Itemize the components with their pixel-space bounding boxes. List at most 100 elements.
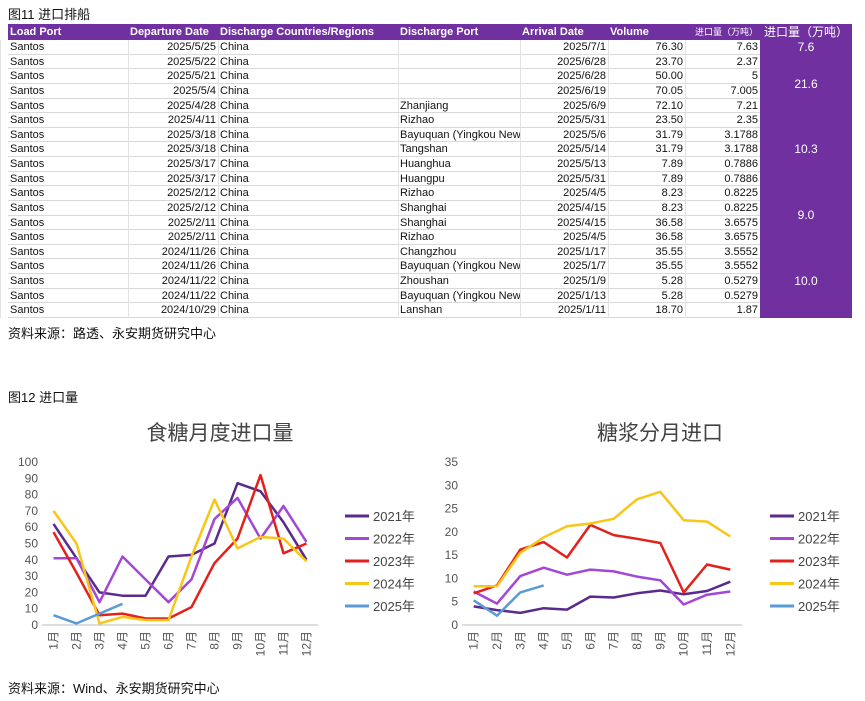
row-line [8,53,760,55]
series-line [52,498,308,625]
x-tick-label: 12月 [723,631,737,656]
col-line [128,40,129,318]
table-cell: Santos [10,245,45,258]
x-tick-label: 2月 [70,631,84,650]
table-cell: 2025/4/15 [557,216,606,229]
legend-label: 2023年 [373,554,415,569]
table-cell: China [220,55,249,68]
table-cell: Santos [10,289,45,302]
table-cell: 2.37 [736,55,758,68]
table-cell: 2025/1/7 [563,260,606,273]
table-cell: Rizhao [400,187,435,200]
col-line [685,40,686,318]
total-cell: 21.6 [794,76,818,91]
table-cell: 7.89 [661,172,683,185]
y-tick-label: 5 [451,595,458,609]
col-line [398,40,399,318]
y-tick-label: 25 [445,502,459,516]
table-cell: 2.35 [736,114,758,127]
table-cell: China [220,216,249,229]
header-cell: Arrival Date [522,26,584,38]
table-cell: Lanshan [400,304,443,317]
table-cell: 7.21 [736,99,758,112]
table-cell: 2025/5/13 [557,158,606,171]
col-line [0,40,1,318]
x-tick-label: 10月 [677,631,691,656]
table-cell: Santos [10,275,45,288]
table-cell: Santos [10,84,45,97]
series-line [52,481,308,597]
header-bg [8,24,760,40]
table-cell: Santos [10,304,45,317]
table-cell: Santos [10,158,45,171]
table-cell: 18.70 [655,304,683,317]
table-cell: Shanghai [400,216,447,229]
table-cell: 35.55 [655,260,683,273]
y-tick-label: 50 [25,537,39,551]
y-tick-label: 60 [25,520,39,534]
table-cell: 5 [751,70,758,83]
x-tick-label: 8月 [630,631,644,650]
y-tick-label: 30 [25,569,39,583]
x-tick-label: 7月 [607,631,621,650]
table-cell: Santos [10,143,45,156]
table-cell: 0.5279 [724,289,758,302]
table-cell: 2025/5/14 [557,143,606,156]
table-cell: 2025/5/31 [557,172,606,185]
x-tick-label: 1月 [47,631,61,650]
table-cell: 2025/5/22 [167,55,216,68]
table-cell: 72.10 [655,99,683,112]
header-cell: Load Port [10,26,62,38]
table-cell: Bayuquan (Yingkou New [400,128,520,141]
header-cell: Departure Date [130,26,209,38]
row-line [8,316,760,318]
series-line [473,580,731,615]
y-tick-label: 20 [445,525,459,539]
table-cell: 0.8225 [724,187,758,200]
y-tick-label: 10 [25,602,39,616]
table-cell: 7.63 [736,41,758,53]
table-cell: Bayuquan (Yingkou New [400,260,520,273]
table-cell: 2025/6/19 [557,84,606,97]
table-cell: 36.58 [655,231,683,244]
y-tick-label: 100 [18,455,38,469]
x-tick-label: 11月 [277,631,291,655]
table-cell: Changzhou [400,245,457,258]
table-cell: 2024/10/29 [160,304,216,317]
row-line [8,273,760,275]
series-line [53,602,123,625]
table-cell: Rizhao [400,231,435,244]
row-line [8,156,760,158]
table-cell: 0.7886 [724,158,758,171]
x-tick-label: 12月 [300,631,314,656]
header-cell: Volume [610,26,649,38]
table-cell: Santos [10,260,45,273]
table-cell: 0.7886 [724,172,758,185]
table-cell: China [220,231,249,244]
table-cell: 2024/11/26 [161,245,216,258]
row-line [8,287,760,289]
table-cell: 1.87 [736,304,758,317]
table-cell: 5.28 [661,289,683,302]
table-cell: Santos [10,172,45,185]
source: 资料来源：Wind、永安期货研究中心 [8,681,220,696]
table-cell: 2024/11/22 [161,289,216,302]
table-cell: 2025/2/12 [167,187,216,200]
table-cell: 36.58 [655,216,683,229]
table-cell: Santos [10,70,45,83]
table-cell: China [220,201,249,214]
table-cell: 50.00 [655,70,683,83]
table-cell: 23.50 [655,114,683,127]
table-cell: 3.5552 [724,260,758,273]
table-cell: Santos [10,231,45,244]
table-cell: Santos [10,41,45,53]
col-line [520,40,521,318]
table-cell: 2025/6/9 [563,99,606,112]
y-tick-label: 20 [25,585,39,599]
y-tick-label: 90 [25,471,39,485]
table-cell: 2024/11/26 [161,260,216,273]
table-cell: China [220,128,249,141]
table-cell: 2025/3/18 [167,128,216,141]
table-cell: China [220,114,249,127]
